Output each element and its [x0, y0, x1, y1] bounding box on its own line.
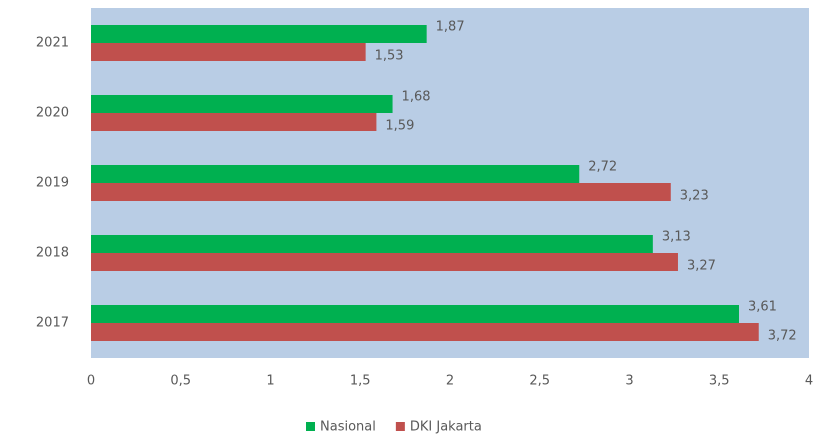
- x-tick-label: 0: [87, 374, 95, 389]
- bar: [91, 305, 739, 323]
- value-label: 3,61: [748, 300, 777, 315]
- x-tick-label: 3: [625, 374, 633, 389]
- x-tick-label: 2: [446, 374, 454, 389]
- value-label: 1,53: [375, 49, 404, 64]
- value-label: 1,59: [385, 119, 414, 134]
- x-tick-label: 2,5: [529, 374, 550, 389]
- value-label: 3,27: [687, 259, 716, 274]
- x-tick-label: 1: [266, 374, 274, 389]
- value-label: 1,68: [402, 90, 431, 105]
- y-tick-label: 2019: [36, 176, 69, 191]
- bar: [91, 25, 427, 43]
- bar: [91, 183, 671, 201]
- bar: [91, 235, 653, 253]
- value-label: 3,23: [680, 189, 709, 204]
- y-tick-label: 2017: [36, 316, 69, 331]
- x-tick-label: 0,5: [170, 374, 191, 389]
- x-tick-label: 1,5: [350, 374, 371, 389]
- y-tick-label: 2021: [36, 36, 69, 51]
- bar: [91, 95, 393, 113]
- bar: [91, 253, 678, 271]
- y-tick-label: 2018: [36, 246, 69, 261]
- legend-swatch: [306, 422, 315, 431]
- value-label: 3,72: [768, 329, 797, 344]
- x-tick-label: 4: [805, 374, 813, 389]
- bar: [91, 43, 366, 61]
- y-tick-label: 2020: [36, 106, 69, 121]
- value-label: 1,87: [436, 20, 465, 35]
- legend-swatch: [395, 422, 405, 431]
- legend-label: Nasional: [320, 420, 376, 435]
- bar: [91, 165, 580, 183]
- bar: [91, 323, 759, 341]
- legend-label: DKI Jakarta: [410, 420, 482, 435]
- x-tick-label: 3,5: [709, 374, 730, 389]
- value-label: 2,72: [588, 160, 617, 175]
- bar: [91, 113, 377, 131]
- value-label: 3,13: [662, 230, 691, 245]
